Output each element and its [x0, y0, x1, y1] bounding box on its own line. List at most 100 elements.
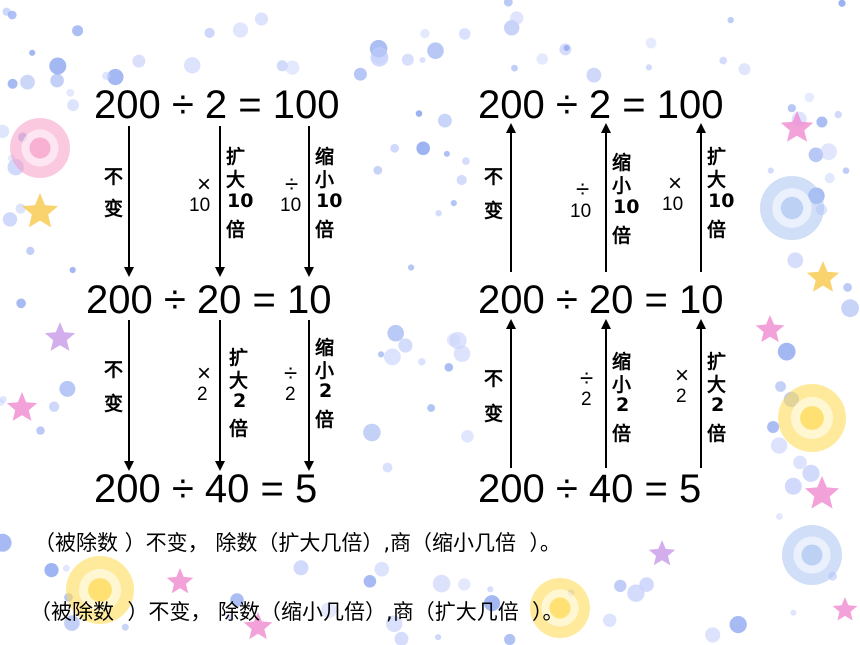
background-dot: [767, 421, 780, 433]
background-dot: [458, 578, 471, 591]
background-star: [806, 261, 840, 292]
background-dot: [363, 575, 377, 588]
svg-text:缩: 缩: [315, 336, 334, 359]
right-upper-quotient-op: × 10: [662, 170, 683, 215]
background-ring: [801, 544, 823, 566]
background-dot: [416, 141, 431, 156]
background-dot: [438, 113, 452, 128]
left-upper-quotient-label: 缩 小 10 倍: [315, 145, 342, 241]
background-dot: [838, 0, 846, 7]
background-dot: [36, 426, 45, 435]
background-dot: [727, 16, 734, 24]
svg-text:10: 10: [227, 190, 253, 212]
background-dot: [384, 348, 401, 366]
svg-text:10: 10: [570, 201, 591, 222]
background-dot: [808, 147, 824, 163]
background-dot: [435, 634, 442, 641]
background-dot: [841, 299, 859, 318]
background-dot: [458, 28, 471, 40]
background-dot: [614, 579, 627, 593]
background-dot: [66, 88, 75, 97]
background-dot: [770, 437, 788, 454]
background-ring: [88, 578, 112, 602]
background-dot: [394, 631, 409, 645]
svg-text:变: 变: [484, 402, 503, 425]
svg-text:倍: 倍: [612, 224, 631, 247]
background-dot: [802, 464, 820, 482]
background-dot: [2, 212, 18, 227]
svg-text:10: 10: [662, 194, 683, 215]
right-lower-dividend-label: 不 变: [484, 368, 503, 425]
background-dot: [842, 167, 850, 174]
background-dot: [7, 78, 18, 89]
right-lower-quotient-label: 扩 大 2 倍: [707, 351, 726, 445]
background-dot: [401, 53, 414, 66]
background-dot: [483, 595, 501, 612]
svg-text:10: 10: [189, 195, 210, 216]
right-upper-divisor-op: ÷ 10: [570, 176, 591, 222]
background-dot: [450, 200, 457, 207]
background-dot: [378, 351, 385, 358]
right-equation-1: 200 ÷ 2 = 100: [478, 83, 724, 127]
svg-text:变: 变: [484, 199, 503, 222]
background-dot: [804, 92, 815, 103]
svg-text:2: 2: [676, 386, 687, 407]
background-dot: [64, 615, 80, 631]
background-dot: [784, 477, 802, 495]
background-dot: [44, 563, 59, 578]
svg-text:×: ×: [197, 171, 211, 198]
background-dot: [586, 67, 602, 83]
background-dot: [374, 561, 390, 577]
background-ring: [29, 137, 51, 159]
background-dot: [444, 363, 454, 372]
left-lower-quotient-label: 缩 小 2 倍: [315, 336, 334, 431]
left-equation-2: 200 ÷ 20 = 10: [86, 278, 332, 322]
conclusion-rule-1: （被除数 ）不变， 除数（扩大几倍）,商（缩小几倍 ）。: [34, 531, 561, 555]
svg-text:扩: 扩: [226, 146, 245, 168]
svg-text:2: 2: [233, 390, 246, 412]
right-lower-divisor-label: 缩 小 2 倍: [612, 350, 631, 445]
svg-text:倍: 倍: [315, 408, 334, 431]
background-dot: [387, 324, 405, 342]
svg-text:大: 大: [707, 373, 726, 396]
right-equation-3: 200 ÷ 40 = 5: [478, 467, 701, 511]
background-dot: [645, 64, 653, 71]
svg-text:倍: 倍: [707, 422, 726, 445]
background-dot: [511, 64, 518, 72]
background-dot: [843, 283, 852, 292]
left-upper-divisor-op: × 10: [189, 171, 211, 216]
background-star: [44, 322, 76, 351]
background-dot: [59, 380, 76, 397]
background-star: [804, 476, 840, 509]
left-lower-divisor-op: × 2: [197, 360, 211, 405]
svg-text:倍: 倍: [315, 218, 334, 241]
svg-text:倍: 倍: [226, 218, 245, 241]
svg-text:大: 大: [226, 168, 245, 191]
svg-text:小: 小: [612, 175, 631, 197]
svg-text:不: 不: [104, 166, 123, 188]
background-dot: [418, 358, 426, 366]
background-star: [6, 392, 38, 421]
background-dot: [254, 12, 269, 26]
svg-text:倍: 倍: [707, 218, 726, 241]
background-dot: [67, 99, 79, 112]
background-dot: [645, 37, 657, 49]
background-dot: [48, 401, 60, 412]
background-dot: [510, 11, 524, 25]
svg-text:2: 2: [197, 384, 208, 405]
background-star: [780, 111, 814, 142]
left-equation-1: 200 ÷ 2 = 100: [94, 83, 340, 127]
background-dot: [26, 246, 35, 255]
svg-text:扩: 扩: [707, 146, 726, 168]
svg-text:÷: ÷: [580, 365, 593, 392]
background-dot: [121, 623, 129, 631]
background-dot: [102, 71, 111, 80]
background-dot: [824, 173, 835, 184]
background-dot: [107, 68, 124, 86]
background-dot: [204, 27, 215, 38]
background-dot: [415, 110, 423, 117]
svg-text:扩: 扩: [229, 347, 248, 369]
background-dot: [50, 73, 64, 88]
background-dot: [184, 57, 201, 74]
background-dot: [132, 54, 146, 68]
